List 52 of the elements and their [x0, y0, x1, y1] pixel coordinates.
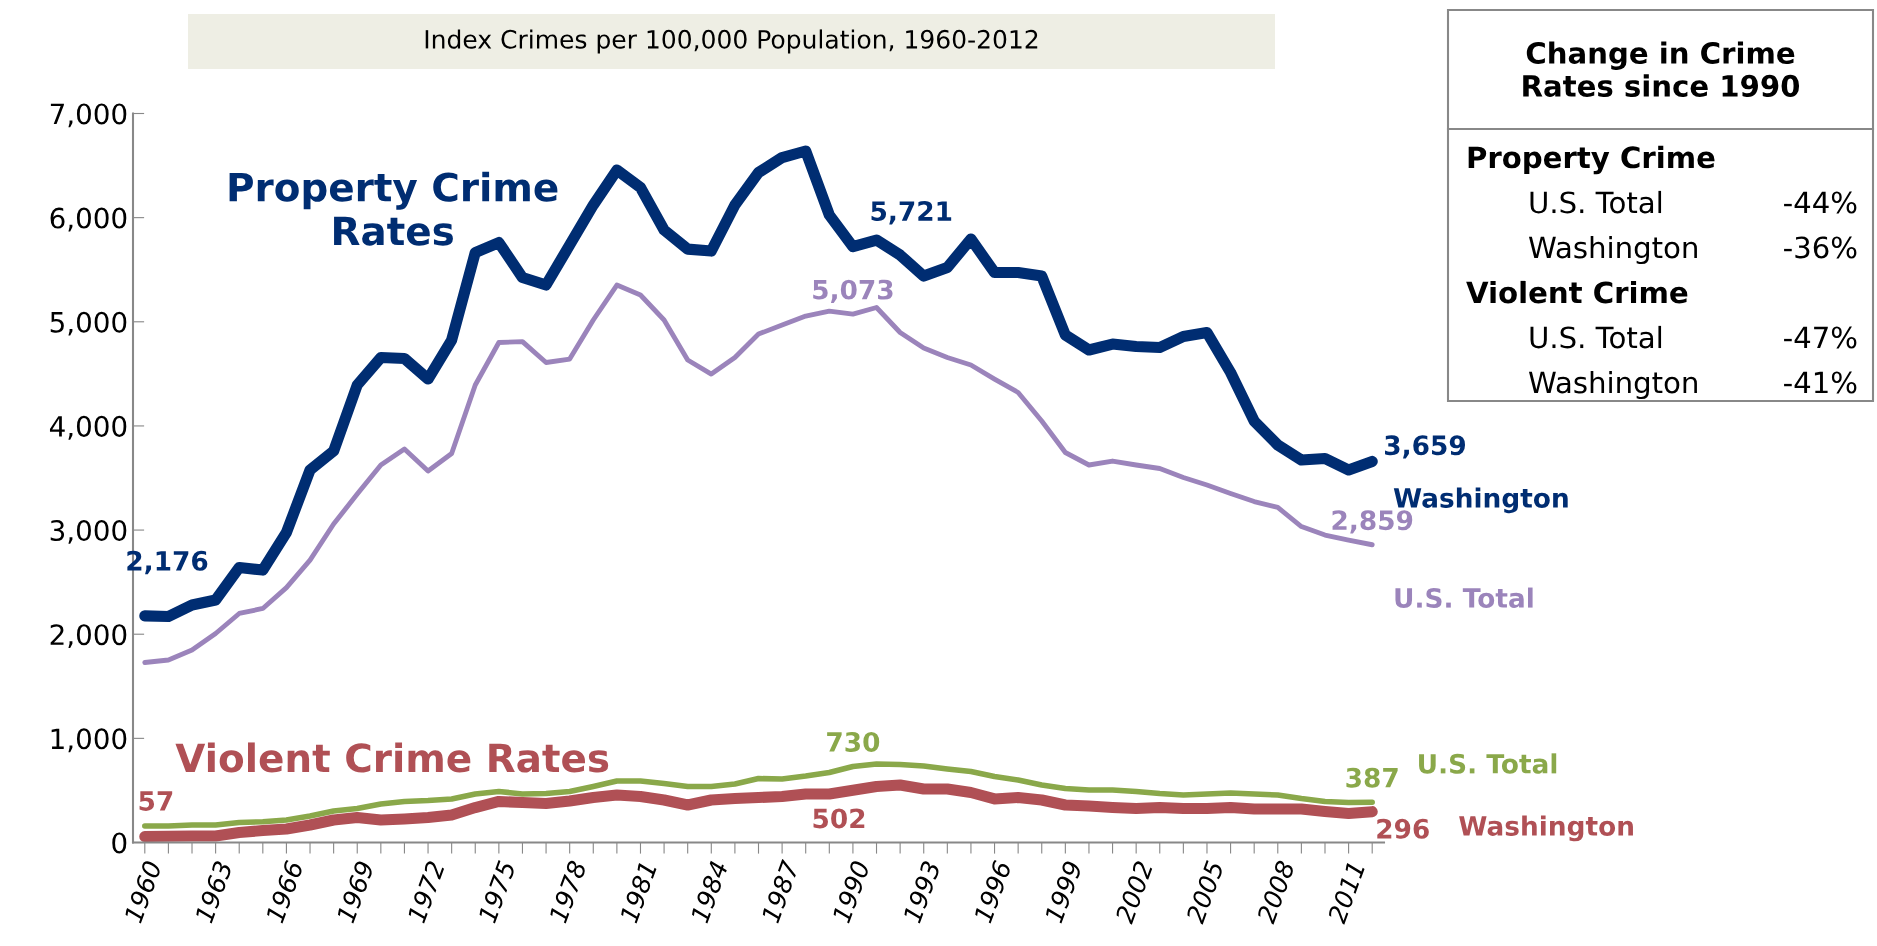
x-tick-label: 2005 — [1185, 859, 1225, 925]
x-tick-label: 1966 — [265, 859, 304, 924]
text: U.S. Total — [1419, 753, 1557, 774]
text: Violent Crime — [1466, 280, 1688, 304]
y-tick-label: 7,000 — [50, 103, 127, 128]
data-label: 296 — [1377, 818, 1429, 839]
text: -44% — [1784, 191, 1857, 214]
text: Washington — [1528, 370, 1697, 400]
y-tick-label: 5,000 — [50, 311, 127, 336]
text: U.S. Total — [1530, 325, 1662, 349]
y-tick-label: 0 — [112, 832, 127, 854]
text: U.S. Total — [1530, 190, 1662, 214]
x-tick-label: 1975 — [477, 859, 517, 924]
x-tick-label: 1990 — [831, 859, 871, 924]
text: -36% — [1784, 236, 1857, 259]
data-label: 502 — [813, 808, 865, 829]
x-tick-label: 2002 — [1114, 860, 1154, 925]
series-label: U.S. Total — [1395, 587, 1533, 608]
text: Property Crime — [1468, 145, 1715, 175]
y-tick-label: 4,000 — [49, 415, 127, 440]
text: Washington — [1459, 815, 1633, 842]
annotation: Violent Crime Rates — [175, 742, 609, 773]
x-tick-label: 1981 — [619, 862, 657, 924]
x-tick-label: 1960 — [123, 859, 163, 924]
x-tick-label: 2008 — [1255, 859, 1296, 925]
annotation: Property Crime Rates — [229, 171, 558, 246]
chart-title: Index Crimes per 100,000 Population, 1960-2012 — [425, 29, 1038, 54]
data-label: 730 — [827, 731, 880, 752]
x-tick-label: 2011 — [1326, 862, 1365, 925]
data-label: 387 — [1346, 767, 1398, 788]
x-tick-label: 1999 — [1043, 860, 1083, 924]
x-tick-label: 1984 — [689, 860, 729, 924]
data-label: 5,721 — [871, 201, 952, 225]
y-tick-label: 6,000 — [50, 207, 127, 232]
x-tick-label: 1972 — [406, 860, 446, 924]
data-label: 2,176 — [127, 550, 208, 575]
y-tick-label: 3,000 — [50, 520, 127, 544]
data-label: 5,073 — [813, 279, 893, 303]
x-tick-label: 1996 — [973, 859, 1012, 924]
x-tick-label: 1963 — [194, 860, 233, 924]
data-label: 3,659 — [1385, 435, 1466, 459]
text: Washington — [1528, 235, 1697, 265]
y-tick-label: 1,000 — [51, 728, 127, 753]
x-tick-label: 1969 — [335, 860, 375, 924]
x-tick-label: 1993 — [902, 860, 941, 924]
y-tick-label: 2,000 — [50, 624, 127, 648]
x-tick-label: 1987 — [760, 858, 800, 924]
x-tick-label: 1978 — [548, 859, 587, 924]
text: -41% — [1784, 371, 1857, 394]
data-label: 57 — [139, 791, 173, 811]
text: Change in Crime Rates since 1990 — [1523, 41, 1800, 97]
text: -47% — [1784, 326, 1857, 349]
